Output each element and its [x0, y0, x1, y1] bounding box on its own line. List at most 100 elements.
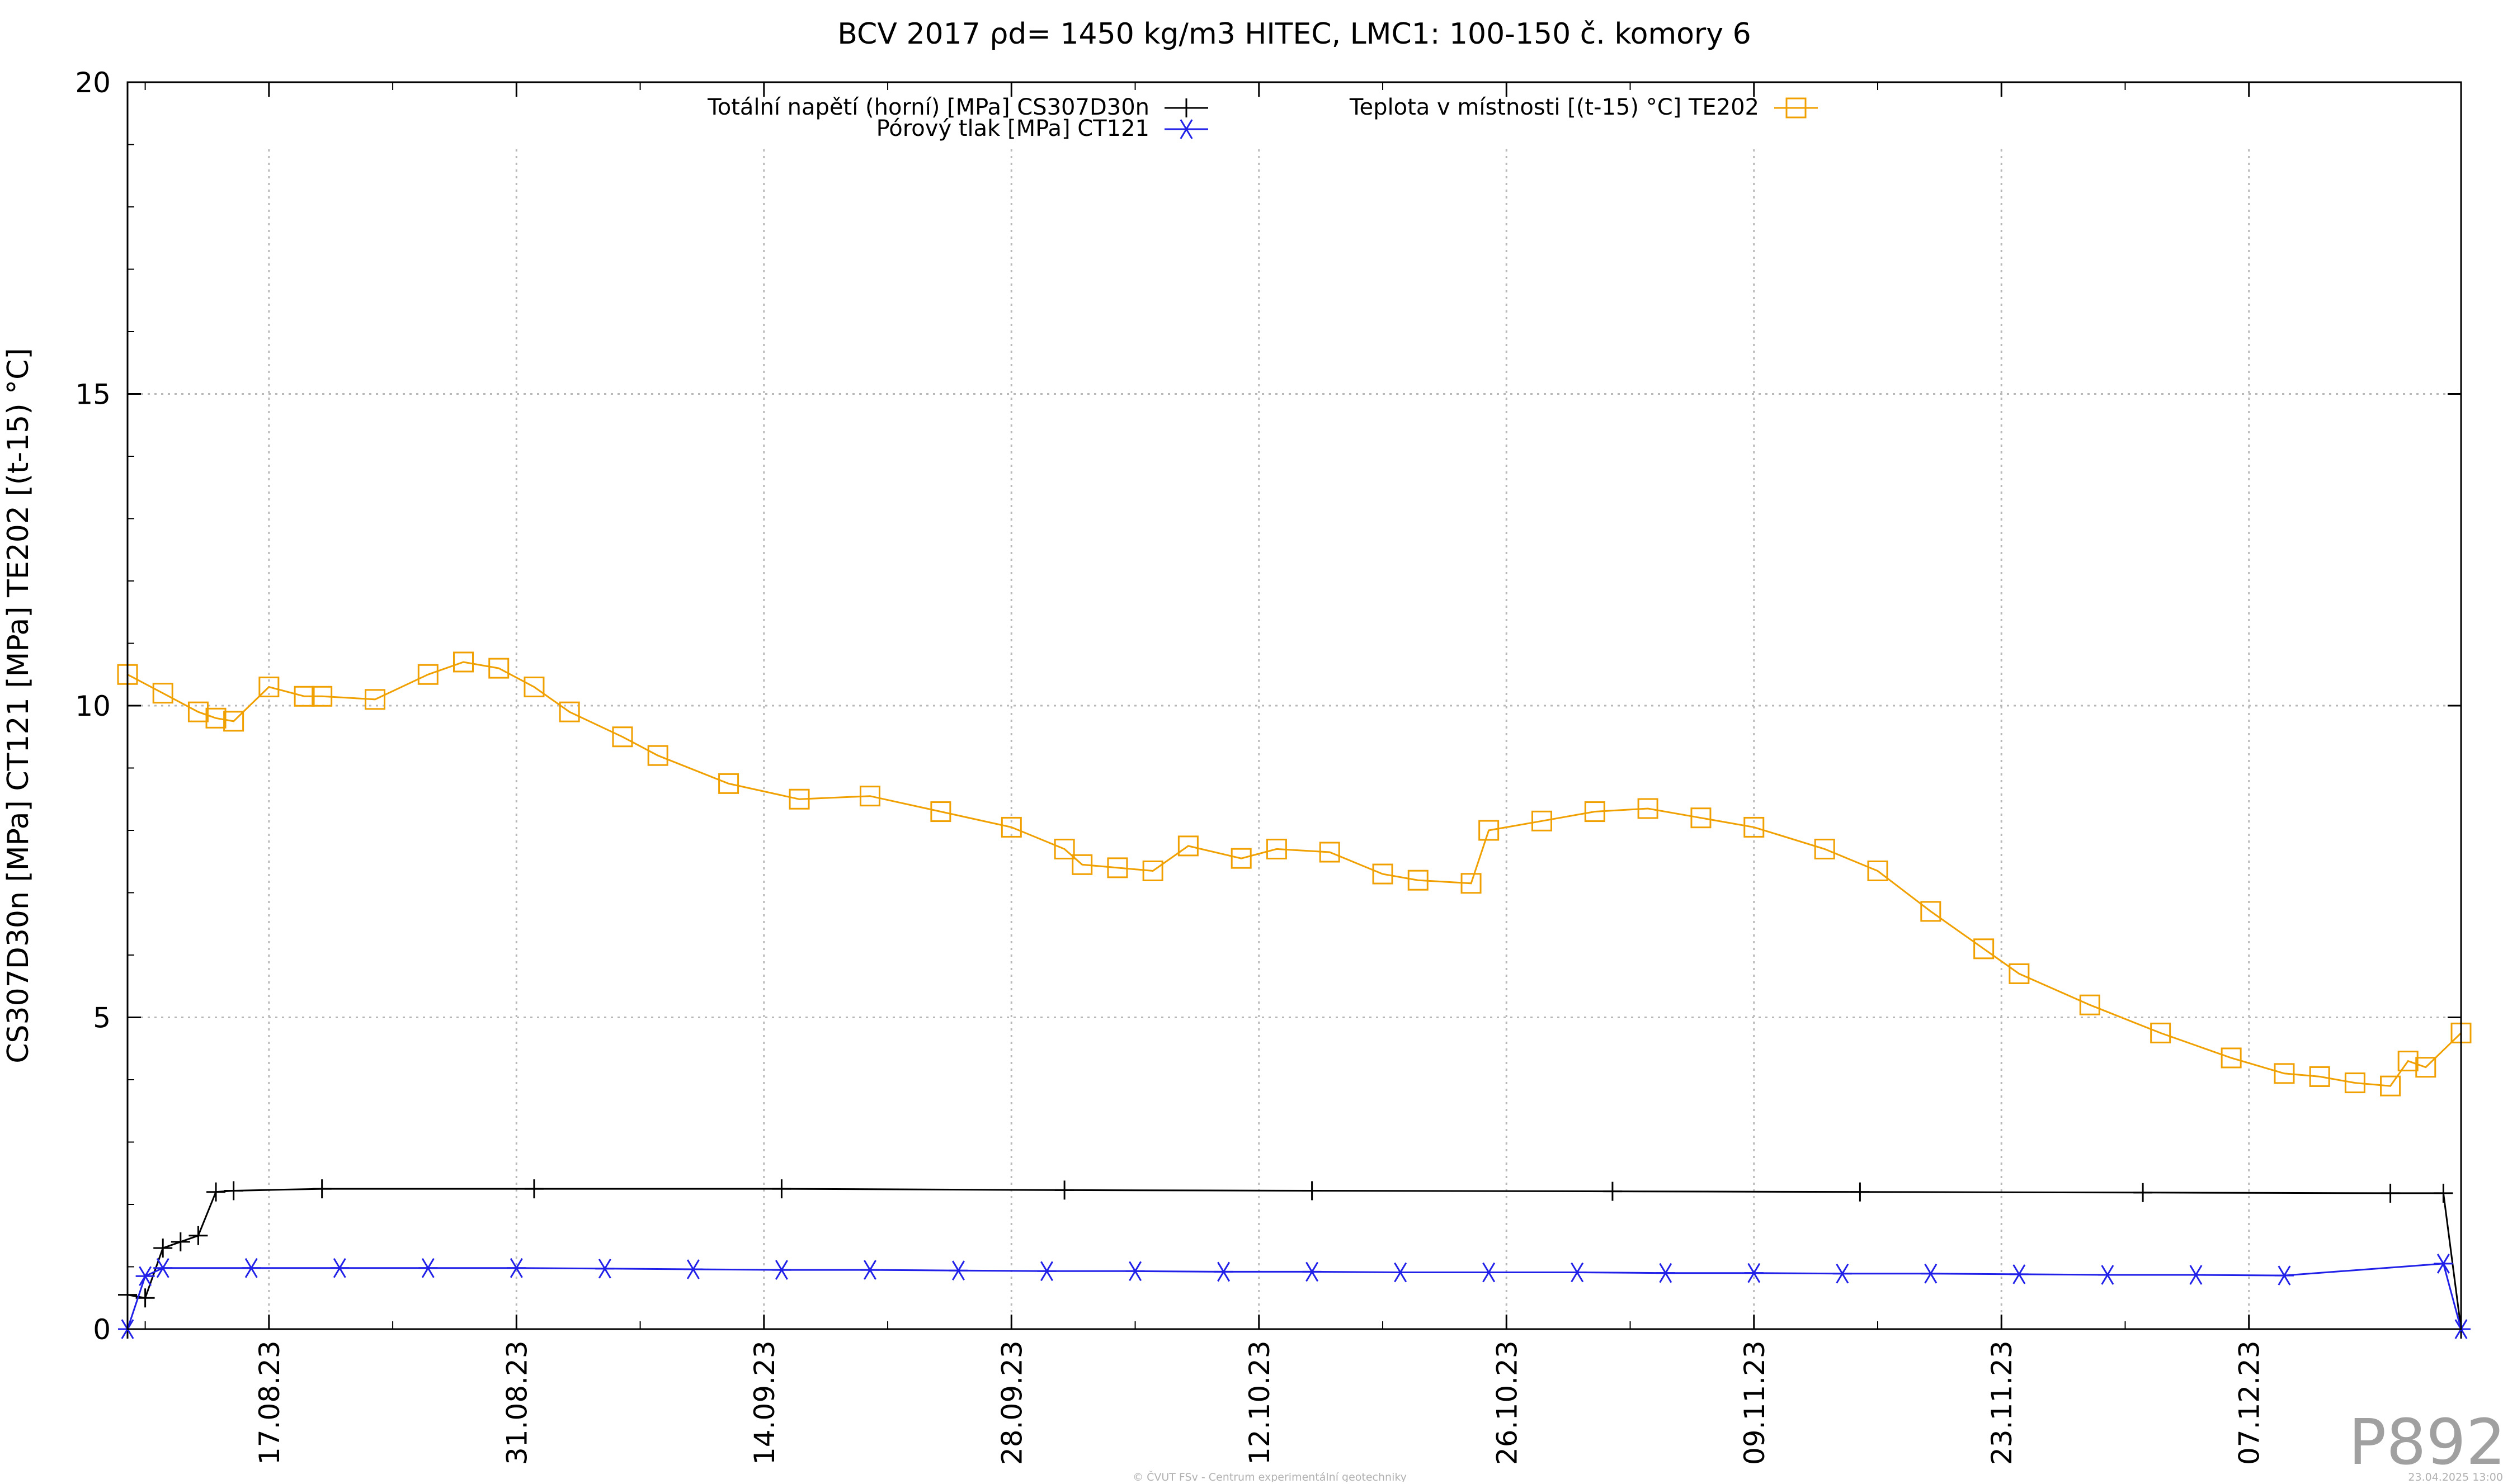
footer-timestamp: 23.04.2025 13:00	[2408, 1471, 2503, 1482]
marker-stroke	[2436, 1254, 2450, 1274]
marker-square-shape	[2150, 1022, 2171, 1043]
marker-square-shape	[453, 651, 474, 673]
data-point	[1637, 798, 1658, 819]
marker-square-shape	[1867, 860, 1888, 881]
data-point	[153, 1258, 173, 1278]
data-point	[524, 1179, 544, 1199]
data-point	[294, 686, 315, 707]
data-point	[1037, 1261, 1057, 1282]
y-tick-label: 10	[75, 690, 111, 722]
marker-stroke	[244, 1258, 258, 1278]
marker-square-shape	[559, 701, 580, 722]
marker-stroke	[951, 1260, 965, 1280]
marker-stroke	[1747, 1263, 1761, 1283]
marker-square-shape	[1001, 816, 1022, 838]
marker-square-shape	[1072, 854, 1093, 875]
marker-stroke	[421, 1258, 435, 1278]
marker-square-shape	[1460, 873, 1482, 894]
marker-square-shape	[1231, 848, 1252, 869]
data-point	[1602, 1181, 1622, 1201]
series-3	[117, 651, 2472, 1097]
marker-square-shape	[2397, 1051, 2419, 1072]
marker-stroke	[1129, 1261, 1142, 1282]
x-tick-label: 14.09.23	[748, 1340, 781, 1465]
data-point	[772, 1179, 791, 1199]
marker-stroke	[2278, 1265, 2291, 1285]
marker-square-shape	[258, 677, 280, 698]
marker-stroke	[333, 1258, 346, 1278]
marker-stroke	[1482, 1262, 1496, 1283]
data-point	[1567, 1262, 1587, 1283]
data-point	[312, 1179, 332, 1199]
data-point	[1460, 873, 1482, 894]
data-point	[1531, 810, 1552, 831]
data-point	[2274, 1063, 2295, 1084]
legend-entry: Pórový tlak [MPa] CT121	[876, 116, 1208, 141]
data-point	[418, 1258, 438, 1278]
marker-stroke	[139, 1266, 152, 1286]
marker-stroke	[775, 1260, 788, 1280]
data-point	[595, 1259, 615, 1279]
marker-square-shape	[1407, 869, 1429, 891]
marker-stroke	[510, 1258, 523, 1278]
data-point	[1850, 1182, 1870, 1202]
data-point	[135, 1288, 155, 1308]
series-2	[118, 1254, 2471, 1339]
data-point	[1072, 854, 1093, 875]
marker-stroke	[2189, 1265, 2203, 1285]
watermark-label: P892	[2349, 1406, 2506, 1479]
data-point	[1177, 835, 1199, 857]
marker-square-shape	[1584, 801, 1605, 823]
data-point	[2133, 1183, 2153, 1202]
marker-stroke	[1305, 1261, 1319, 1282]
data-point	[1302, 1261, 1322, 1282]
marker-square-shape	[524, 677, 545, 698]
legend-label: Pórový tlak [MPa] CT121	[876, 116, 1149, 141]
data-point	[930, 801, 951, 823]
marker-square-shape	[647, 745, 668, 766]
data-point	[612, 726, 633, 748]
data-point	[2381, 1183, 2400, 1203]
marker-stroke	[1040, 1261, 1054, 1282]
data-point	[312, 686, 333, 707]
marker-stroke	[598, 1259, 611, 1279]
legend-marker	[1177, 98, 1196, 117]
marker-square-shape	[2415, 1057, 2436, 1078]
legend-entry: Teplota v místnosti [(t-15) °C] TE202	[1349, 94, 1818, 120]
marker-square-shape	[1319, 842, 1340, 863]
data-point	[2397, 1051, 2419, 1072]
legend-label: Totální napětí (horní) [MPa] CS307D30n	[707, 94, 1149, 120]
data-point	[135, 1266, 155, 1286]
y-tick-label: 20	[75, 67, 111, 99]
marker-stroke	[1394, 1262, 1407, 1283]
data-point	[1319, 842, 1340, 863]
data-point	[2150, 1022, 2171, 1043]
data-point	[2009, 1264, 2029, 1284]
data-point	[242, 1258, 261, 1278]
marker-stroke	[1180, 119, 1193, 139]
marker-square-shape	[2309, 1066, 2330, 1087]
legend-entry: Totální napětí (horní) [MPa] CS307D30n	[707, 94, 1208, 120]
data-point	[153, 1239, 173, 1258]
marker-square-shape	[930, 801, 951, 823]
marker-square-shape	[1478, 820, 1500, 841]
data-point	[718, 773, 739, 794]
x-tick-label: 31.08.23	[501, 1340, 533, 1465]
data-point	[1391, 1262, 1410, 1283]
data-point	[1001, 816, 1022, 838]
legend-marker	[1177, 119, 1196, 139]
data-point	[507, 1258, 526, 1278]
marker-square-shape	[1690, 807, 1712, 829]
marker-square-shape	[152, 683, 173, 704]
data-point	[1214, 1261, 1233, 1282]
series-line	[127, 661, 2462, 1087]
grid-lines	[128, 149, 2461, 1329]
y-tick-label: 0	[93, 1313, 111, 1346]
data-point	[1973, 938, 1995, 960]
data-point	[171, 1232, 190, 1251]
marker-square-shape	[2009, 963, 2030, 984]
data-point	[1832, 1263, 1852, 1284]
marker-square-shape	[1973, 938, 1995, 960]
